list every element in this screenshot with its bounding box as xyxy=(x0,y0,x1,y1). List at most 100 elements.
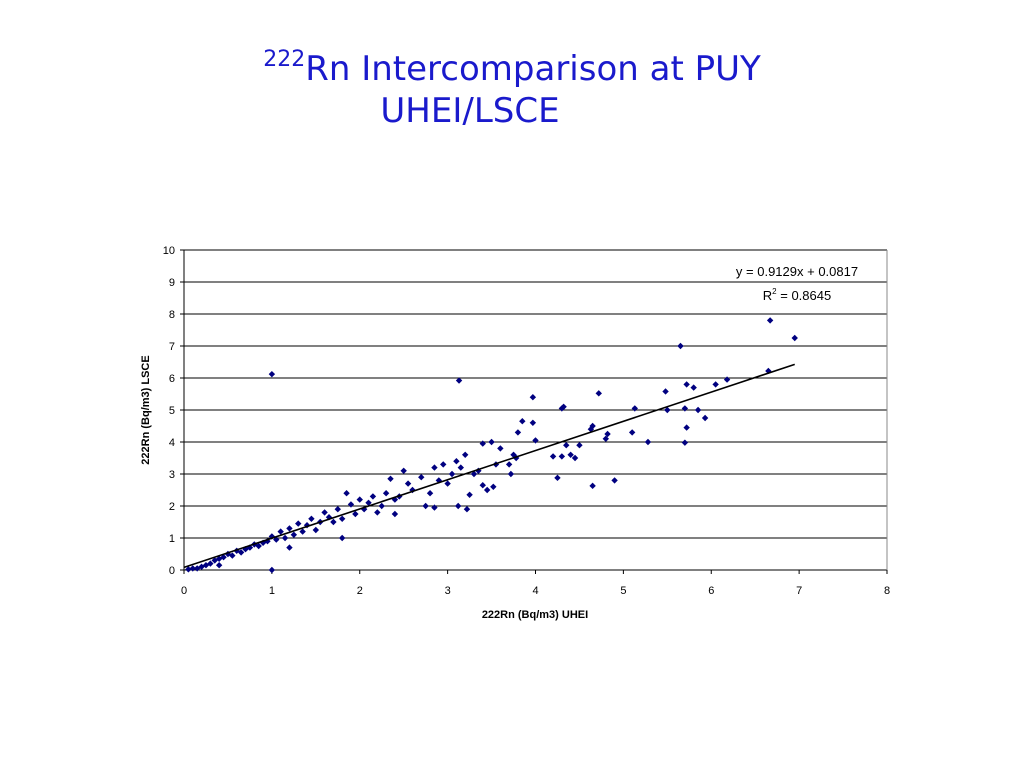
data-point xyxy=(378,502,385,510)
data-point xyxy=(338,534,346,542)
data-point xyxy=(374,509,381,516)
data-point xyxy=(440,461,447,468)
y-tick-label: 0 xyxy=(169,565,175,577)
slide-subtitle: UHEI/LSCE xyxy=(380,91,559,131)
data-point xyxy=(712,381,719,388)
data-point xyxy=(400,467,407,474)
x-tick-label: 5 xyxy=(620,585,626,597)
data-point xyxy=(444,480,451,487)
y-tick-label: 1 xyxy=(169,533,175,545)
data-point xyxy=(694,406,702,414)
data-point xyxy=(286,525,293,532)
data-point xyxy=(356,496,363,503)
data-point xyxy=(681,405,689,412)
data-point xyxy=(602,435,609,442)
trendline xyxy=(183,363,795,569)
data-point xyxy=(677,342,684,350)
data-point xyxy=(431,504,438,511)
data-point xyxy=(497,445,504,452)
data-point xyxy=(532,437,539,444)
data-point xyxy=(589,482,596,490)
data-point xyxy=(514,429,522,436)
r-squared: R2 = 0.8645 xyxy=(763,287,831,303)
trend-equation: y = 0.9129x + 0.0817 xyxy=(736,264,858,279)
x-tick-label: 1 xyxy=(269,585,275,597)
data-point xyxy=(683,424,690,431)
x-axis-label: 222Rn (Bq/m3) UHEI xyxy=(482,609,588,621)
data-point xyxy=(343,490,350,497)
data-point xyxy=(189,565,196,572)
data-point xyxy=(198,563,205,570)
r-base: R xyxy=(763,288,772,303)
title-text: Rn Intercomparison at PUY xyxy=(305,49,761,89)
data-point xyxy=(347,501,355,508)
data-point xyxy=(290,531,298,538)
data-point xyxy=(233,547,240,554)
x-tick-label: 0 xyxy=(181,585,187,597)
data-point xyxy=(529,419,537,426)
data-point xyxy=(303,522,311,529)
x-tick-label: 4 xyxy=(532,585,538,597)
y-tick-label: 5 xyxy=(169,405,175,417)
r-value: = 0.8645 xyxy=(777,288,832,303)
data-point xyxy=(558,405,566,412)
data-point xyxy=(589,422,596,430)
data-point xyxy=(490,483,497,490)
data-point xyxy=(338,515,346,522)
data-point xyxy=(211,557,218,564)
y-tick-label: 7 xyxy=(169,341,175,353)
x-tick-label: 8 xyxy=(884,585,890,597)
data-point xyxy=(185,566,192,573)
data-point xyxy=(277,528,284,535)
data-point xyxy=(690,384,697,391)
data-point xyxy=(576,442,583,449)
data-point xyxy=(382,490,390,497)
data-point xyxy=(242,546,249,553)
data-point xyxy=(466,491,473,498)
data-point xyxy=(766,317,774,324)
x-tick-label: 6 xyxy=(708,585,714,597)
slide-title: 222Rn Intercomparison at PUY xyxy=(263,47,761,89)
data-point xyxy=(549,453,557,460)
r-sup: 2 xyxy=(772,287,777,296)
data-point xyxy=(479,482,486,489)
data-point xyxy=(281,534,289,542)
data-point xyxy=(321,509,328,516)
data-point xyxy=(268,566,276,574)
data-point xyxy=(418,474,425,481)
data-point xyxy=(312,526,320,534)
data-point xyxy=(681,439,689,446)
data-point xyxy=(701,414,709,422)
data-point xyxy=(479,440,486,447)
data-point xyxy=(611,477,618,484)
title-superscript: 222 xyxy=(263,47,305,72)
data-point xyxy=(286,544,293,551)
data-point xyxy=(505,461,513,468)
data-point xyxy=(571,454,579,462)
data-point xyxy=(644,438,652,446)
data-point xyxy=(352,510,359,518)
data-point xyxy=(264,538,271,545)
data-point xyxy=(455,377,463,384)
data-point xyxy=(507,470,515,478)
x-tick-label: 7 xyxy=(796,585,802,597)
data-point xyxy=(299,528,306,535)
data-point xyxy=(683,381,690,388)
data-point xyxy=(631,405,638,412)
data-point xyxy=(454,502,462,510)
data-point xyxy=(325,514,333,521)
data-point xyxy=(268,370,276,378)
y-axis-label: 222Rn (Bq/m3) LSCE xyxy=(140,355,152,464)
data-point xyxy=(330,518,337,526)
data-point xyxy=(391,510,399,518)
data-point xyxy=(365,499,372,506)
data-point xyxy=(483,486,491,494)
x-tick-label: 3 xyxy=(445,585,451,597)
data-point xyxy=(202,562,210,569)
data-point xyxy=(587,426,595,433)
data-point xyxy=(604,430,611,438)
y-tick-label: 9 xyxy=(169,277,175,289)
data-point xyxy=(462,451,469,458)
data-point xyxy=(259,539,267,546)
